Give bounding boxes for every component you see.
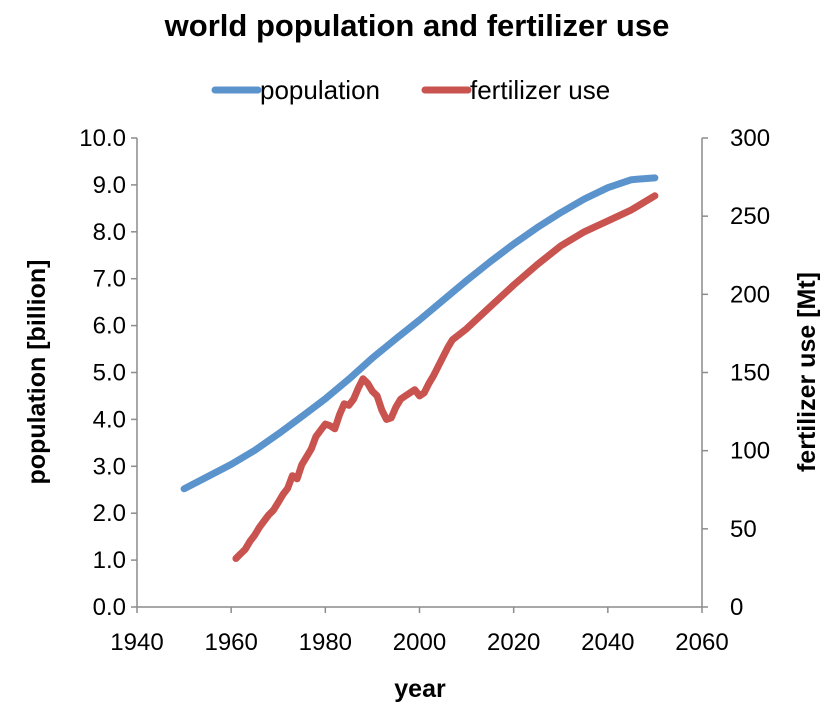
y-tick-label-left: 6.0: [93, 313, 126, 340]
y-axis-label-right: fertilizer use [Mt]: [793, 272, 821, 472]
y-tick-label-left: 7.0: [93, 266, 126, 293]
axes: [136, 138, 703, 608]
series-line-fertilizer-use: [232, 192, 659, 562]
y-tick-label-left: 8.0: [93, 219, 126, 246]
series-group: [180, 174, 659, 562]
ticks: 0.0 1.0 2.0 3.0 4.0 5.0 6.0 7.0 8.0 9.0 10.0 0 50 100…: [79, 125, 770, 656]
y-tick-label-left: 4.0: [93, 406, 126, 433]
legend: population fertilizer use: [211, 75, 610, 105]
y-tick-label-right: 0: [730, 594, 743, 621]
y-tick-label-right: 100: [730, 438, 770, 465]
y-axis-label-left: population [billion]: [23, 260, 51, 485]
y-tick-label-left: 10.0: [79, 125, 126, 152]
y-tick-label-right: 250: [730, 203, 770, 230]
y-tick-label-right: 50: [730, 516, 757, 543]
x-tick-label: 1960: [204, 629, 257, 656]
y-tick-label-left: 2.0: [93, 500, 126, 527]
x-tick-label: 2000: [393, 629, 446, 656]
y-tick-label-right: 200: [730, 281, 770, 308]
y-tick-label-left: 3.0: [93, 453, 126, 480]
x-tick-label: 2060: [675, 629, 728, 656]
x-tick-label: 1980: [299, 629, 352, 656]
legend-label-population: population: [260, 75, 380, 105]
x-axis-label: year: [394, 675, 446, 703]
x-tick-label: 1940: [110, 629, 163, 656]
y-tick-label-right: 150: [730, 360, 770, 387]
y-tick-label-left: 5.0: [93, 360, 126, 387]
y-tick-label-left: 0.0: [93, 594, 126, 621]
chart-title: world population and fertilizer use: [164, 8, 670, 43]
legend-label-fertilizer-use: fertilizer use: [470, 75, 610, 105]
y-tick-label-right: 300: [730, 125, 770, 152]
x-tick-label: 2040: [581, 629, 634, 656]
series-line-population: [180, 174, 659, 493]
x-tick-label: 2020: [487, 629, 540, 656]
y-tick-label-left: 1.0: [93, 547, 126, 574]
y-tick-label-left: 9.0: [93, 172, 126, 199]
